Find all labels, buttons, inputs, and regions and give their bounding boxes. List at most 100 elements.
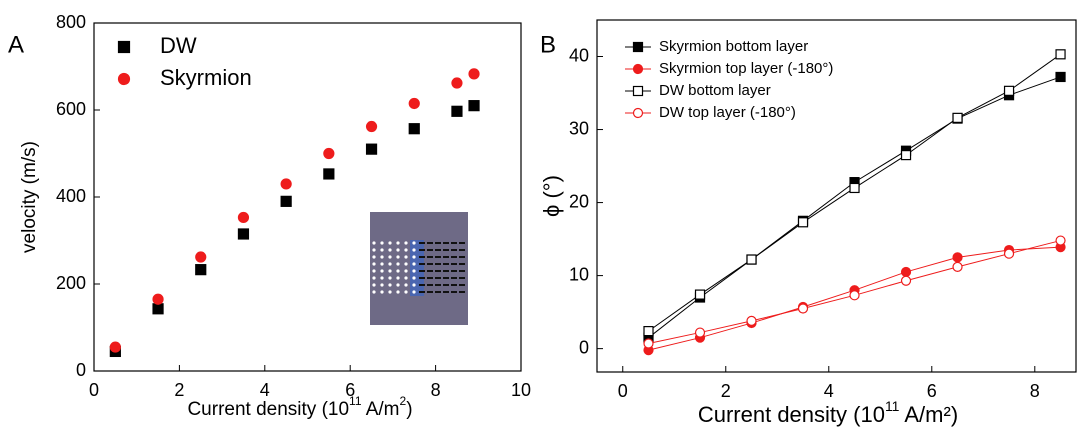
inset-dot xyxy=(372,241,376,245)
y-axis-label: velocity (m/s) xyxy=(19,141,40,253)
inset-dot xyxy=(380,290,384,294)
x-axis-label: Current density (1011 A/m²) xyxy=(698,398,958,427)
inset-dot xyxy=(388,255,392,259)
inset-dot xyxy=(412,276,416,280)
y-tick-label: 40 xyxy=(569,45,589,65)
inset-dot xyxy=(372,248,376,252)
inset-dot xyxy=(404,269,408,273)
inset-dots xyxy=(372,241,465,294)
y-tick-label: 0 xyxy=(579,337,589,357)
inset-dot xyxy=(372,262,376,266)
marker xyxy=(117,40,131,54)
inset-dot xyxy=(380,283,384,287)
y-tick-label: 800 xyxy=(56,12,86,32)
marker xyxy=(632,107,644,119)
x-tick-label: 2 xyxy=(174,380,184,400)
inset-dot xyxy=(396,269,400,273)
marker xyxy=(952,261,963,272)
marker xyxy=(365,120,378,133)
y-tick-label: 20 xyxy=(569,191,589,211)
label-part: A/m²) xyxy=(899,402,958,427)
marker xyxy=(280,195,292,207)
inset-dot xyxy=(412,290,416,294)
marker xyxy=(280,178,292,190)
marker xyxy=(746,315,757,326)
marker xyxy=(117,72,131,86)
marker xyxy=(237,211,250,224)
inset-dot xyxy=(412,283,416,287)
marker xyxy=(152,293,164,305)
inset-dot xyxy=(412,255,416,259)
panel-label: A xyxy=(8,31,24,58)
inset-dot xyxy=(404,241,408,245)
inset-dot xyxy=(404,290,408,294)
x-tick-label: 6 xyxy=(927,381,937,401)
marker xyxy=(797,303,809,314)
marker xyxy=(643,326,654,337)
marker xyxy=(849,182,860,194)
y-tick-label: 10 xyxy=(569,264,589,284)
marker xyxy=(468,68,480,80)
x-tick-label: 8 xyxy=(431,380,441,400)
inset-dot xyxy=(388,290,392,294)
y-tick-label: 0 xyxy=(76,360,86,380)
marker xyxy=(900,275,912,286)
inset-dot xyxy=(388,269,392,273)
marker xyxy=(1003,85,1015,96)
marker xyxy=(468,100,480,112)
marker xyxy=(323,147,335,160)
marker xyxy=(632,63,644,75)
inset-dot xyxy=(388,283,392,287)
inset-dot xyxy=(404,262,408,266)
inset-dot xyxy=(372,255,376,259)
marker xyxy=(109,341,121,353)
inset-dot xyxy=(404,248,408,252)
x-axis-label: Current density (1011 A/m2) xyxy=(187,394,412,420)
marker xyxy=(694,289,706,300)
inset-dot xyxy=(396,290,400,294)
inset-dot xyxy=(404,276,408,280)
marker xyxy=(849,290,860,301)
label-sup: 2 xyxy=(400,394,407,408)
marker xyxy=(643,338,654,349)
marker xyxy=(632,85,644,97)
plot-frame xyxy=(596,19,1077,373)
y-axis-label: ϕ (°) xyxy=(539,175,564,217)
x-tick-label: 6 xyxy=(345,380,355,400)
inset-dot xyxy=(372,276,376,280)
inset-wall xyxy=(410,240,424,296)
label-sup: 11 xyxy=(349,394,362,408)
label-part: Current density (10 xyxy=(698,402,885,427)
inset-dot xyxy=(396,255,400,259)
inset-dot xyxy=(372,269,376,273)
panel-label: B xyxy=(540,31,556,58)
legend-label: Skyrmion bottom layer xyxy=(659,38,808,55)
inset-dot xyxy=(388,248,392,252)
inset-dot xyxy=(380,255,384,259)
legend-label: DW top layer (-180°) xyxy=(659,104,796,121)
x-tick-label: 0 xyxy=(89,380,99,400)
inset-dot xyxy=(380,248,384,252)
inset-dot xyxy=(380,269,384,273)
inset-dot xyxy=(380,262,384,266)
legend-label: DW bottom layer xyxy=(659,82,771,99)
x-tick-label: 0 xyxy=(618,381,628,401)
inset-dot xyxy=(396,283,400,287)
label-part: ) xyxy=(406,399,412,420)
inset-dot xyxy=(388,241,392,245)
inset-dot xyxy=(412,269,416,273)
marker xyxy=(195,251,207,263)
inset-dot xyxy=(396,248,400,252)
inset-dot xyxy=(412,248,416,252)
marker xyxy=(952,252,963,263)
x-tick-label: 2 xyxy=(721,381,731,401)
marker xyxy=(952,112,963,123)
marker xyxy=(323,168,335,180)
inset-dot xyxy=(372,283,376,287)
y-tick-label: 200 xyxy=(56,273,86,293)
x-tick-label: 4 xyxy=(824,381,834,401)
label-part: A/m xyxy=(362,399,400,420)
inset-image xyxy=(370,212,468,325)
marker xyxy=(451,105,463,117)
